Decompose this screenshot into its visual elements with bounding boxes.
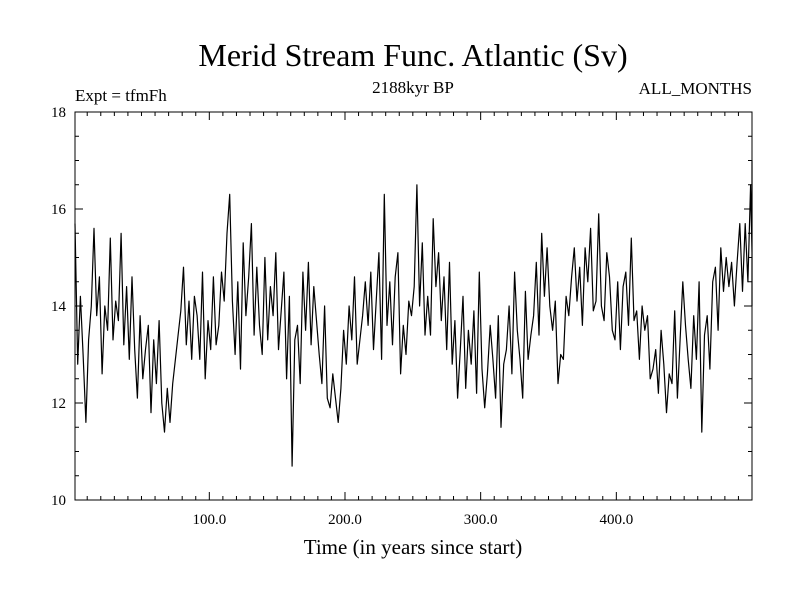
plot-frame bbox=[74, 111, 753, 501]
axis-ticks bbox=[75, 111, 753, 501]
y-tick-label: 12 bbox=[51, 396, 66, 412]
x-tick-labels: 100.0 200.0 300.0 400.0 bbox=[192, 512, 633, 528]
y-tick-label: 16 bbox=[51, 202, 67, 218]
x-axis-title: Time (in years since start) bbox=[304, 535, 523, 559]
x-tick-label: 200.0 bbox=[328, 512, 362, 528]
x-tick-label: 400.0 bbox=[599, 512, 633, 528]
series-line bbox=[74, 159, 753, 467]
chart-subtitle-right: ALL_MONTHS bbox=[639, 79, 752, 98]
x-tick-label: 100.0 bbox=[192, 512, 226, 528]
y-tick-label: 14 bbox=[51, 299, 67, 315]
y-tick-label: 18 bbox=[51, 105, 66, 121]
chart-title: Merid Stream Func. Atlantic (Sv) bbox=[198, 37, 627, 73]
chart-subtitle-center: 2188kyr BP bbox=[372, 78, 454, 97]
y-tick-labels: 10 12 14 16 18 bbox=[51, 105, 67, 509]
y-tick-label: 10 bbox=[51, 493, 66, 509]
chart-subtitle-left: Expt = tfmFh bbox=[75, 86, 167, 105]
x-tick-label: 300.0 bbox=[464, 512, 498, 528]
